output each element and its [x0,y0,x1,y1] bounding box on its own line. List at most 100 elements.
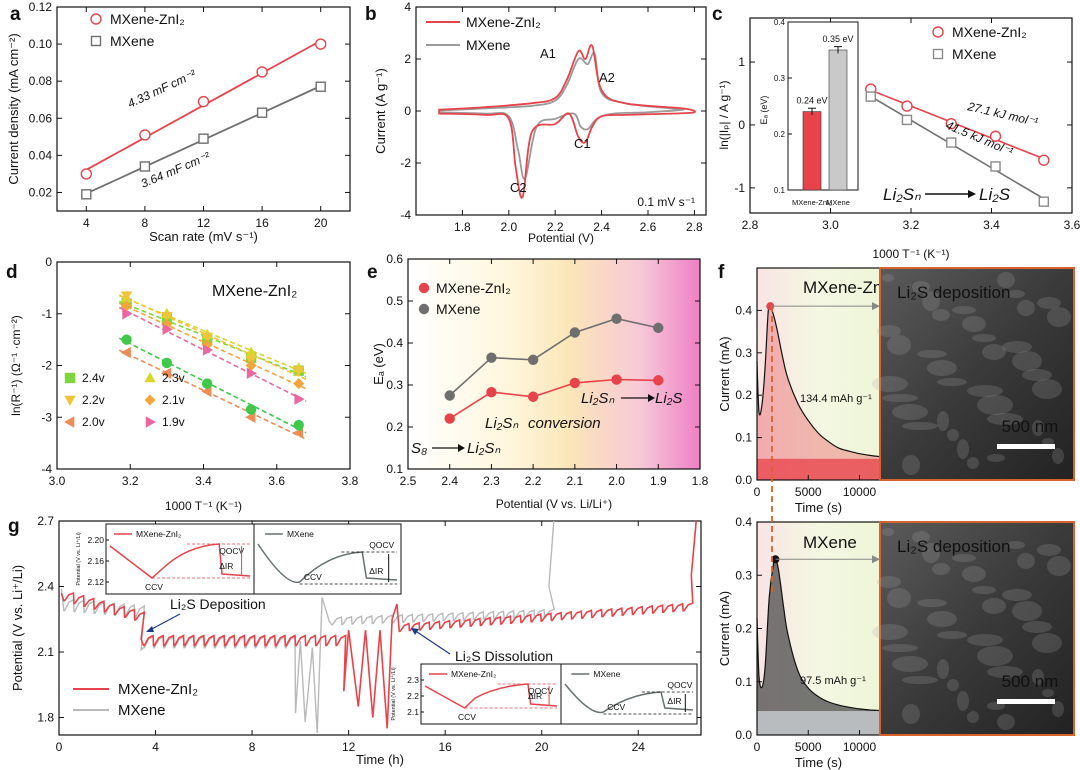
panel-a: 4 8 12 16 20 0.02 0.04 0.06 0.08 0.10 0.12 Scan rat… [6,0,351,244]
x-tick-label: 2.8 [686,220,703,234]
annotation-arrowhead [648,394,655,402]
y-axis-label: Potential (V vs. Li⁺/Li) [10,565,25,691]
y-tick-label: 0.5 [386,294,403,308]
data-point [293,378,305,390]
inset-label: ΔIR [219,561,233,571]
x-tick-label: 20 [535,740,549,754]
y-tick-label: 0.4 [735,303,752,317]
y-tick-label: -2 [400,156,411,170]
data-point [121,334,132,345]
data-point [198,133,209,144]
sem-texture [987,666,1023,678]
sem-texture [967,385,1003,397]
fit-line [118,337,307,434]
chart-title: MXene-ZnI₂ [212,283,297,300]
sem-texture [912,531,930,543]
peak-label: C1 [574,136,591,151]
data-point [161,357,173,369]
sem-texture [1032,669,1044,685]
background-gradient [408,259,700,469]
x-tick-label: 16 [255,216,269,230]
y-tick-label: 4 [404,0,411,14]
legend-label: 2.4v [82,371,105,385]
y-tick-label: 0.1 [735,431,752,445]
data-point [527,354,539,365]
data-point [486,386,497,398]
sem-texture [957,691,969,711]
y-tick-label: 0.10 [29,37,53,51]
x-tick-label: 2.4 [593,220,610,234]
annotation-arrow [413,629,451,655]
fit-line [870,89,1045,160]
sem-texture [872,624,908,640]
inset-tick-label: 2.16 [87,556,104,566]
x-axis-label: 1000 T⁻¹ (K⁻¹) [872,247,949,261]
x-tick-label: 2.0 [500,220,517,234]
sem-texture [937,659,949,679]
capacity-label: 134.4 mAh g⁻¹ [800,393,872,405]
fit-line [118,294,307,375]
sem-texture [972,586,996,594]
panel-e: 2.5 2.4 2.3 2.2 2.1 2.0 1.9 1.8 0.1 0.2 0.3 0.4 0.5 0… [371,252,709,511]
panel-label-c: c [712,4,723,25]
sem-texture [977,646,1013,666]
x-tick-label: 1.8 [454,220,471,234]
data-point [946,137,957,148]
inset-tick-label: 0.1 [774,186,786,195]
sem-texture [927,360,957,376]
sem-texture [872,376,908,392]
legend-marker [64,372,76,384]
cv-curve [438,51,685,180]
peak-label: C2 [510,180,527,195]
sem-texture [882,644,918,652]
sem-texture [1037,297,1061,309]
x-tick-label: 1.8 [692,474,709,488]
sem-texture [982,344,1006,360]
sem-texture [987,454,1005,462]
x-axis-label: Potential (V) [528,231,594,245]
legend-marker [144,394,156,406]
sem-texture [987,413,1023,425]
y-tick-label: 0.0 [735,728,752,742]
sem-caption: Li₂S deposition [897,537,1010,556]
sem-texture [1002,589,1032,601]
plot-frame-e [407,258,701,470]
sem-texture [957,439,969,459]
inset-trace [564,683,694,714]
x-tick-label: 5000 [795,740,822,754]
legend-label: MXene-ZnI₂ [466,14,541,30]
current-curve [756,303,881,458]
panel-label-e: e [367,262,378,283]
sem-texture [902,704,920,724]
legend-label: 1.9v [162,415,185,429]
x-tick-label: 2.6 [640,220,657,234]
x-tick-label: 10000 [843,740,877,754]
y-tick-label: -2 [41,359,52,373]
data-point [201,332,213,343]
panel-g: 0 4 8 12 16 20 24 1.8 2.1 2.4 2.7 Time (h) Potential… [10,514,702,767]
inset-label: CCV [458,712,476,722]
sem-texture [1022,369,1052,381]
plot-frame-g [58,520,702,736]
reaction-arrowhead [968,190,976,198]
data-point [202,344,214,356]
scale-bar-label: 500 nm [1002,672,1059,691]
y-axis-label: ln(R⁻¹) (Ω⁻¹ ·cm⁻²) [9,315,23,416]
fit-line [118,306,307,402]
sem-texture [997,714,1015,730]
data-point [246,367,258,379]
inset-label: CCV [145,582,163,592]
legend-marker [418,282,430,294]
sem-texture [1037,544,1061,556]
data-point [256,107,268,118]
sem-texture [927,611,957,627]
data-point [901,100,913,112]
sem-texture [947,429,959,441]
sem-texture [967,711,979,723]
y-tick-label: 2.7 [37,514,54,528]
panel-d: 3.0 3.2 3.4 3.6 3.8 -4 -3 -2 -1 0 1000 T⁻¹ (K⁻¹) ln… [9,255,359,513]
inset-label: CCV [607,702,625,712]
pointer-arrowhead [872,302,880,311]
y-axis-label: Current (A g⁻¹) [373,68,388,154]
y-tick-label: -3 [41,410,52,424]
